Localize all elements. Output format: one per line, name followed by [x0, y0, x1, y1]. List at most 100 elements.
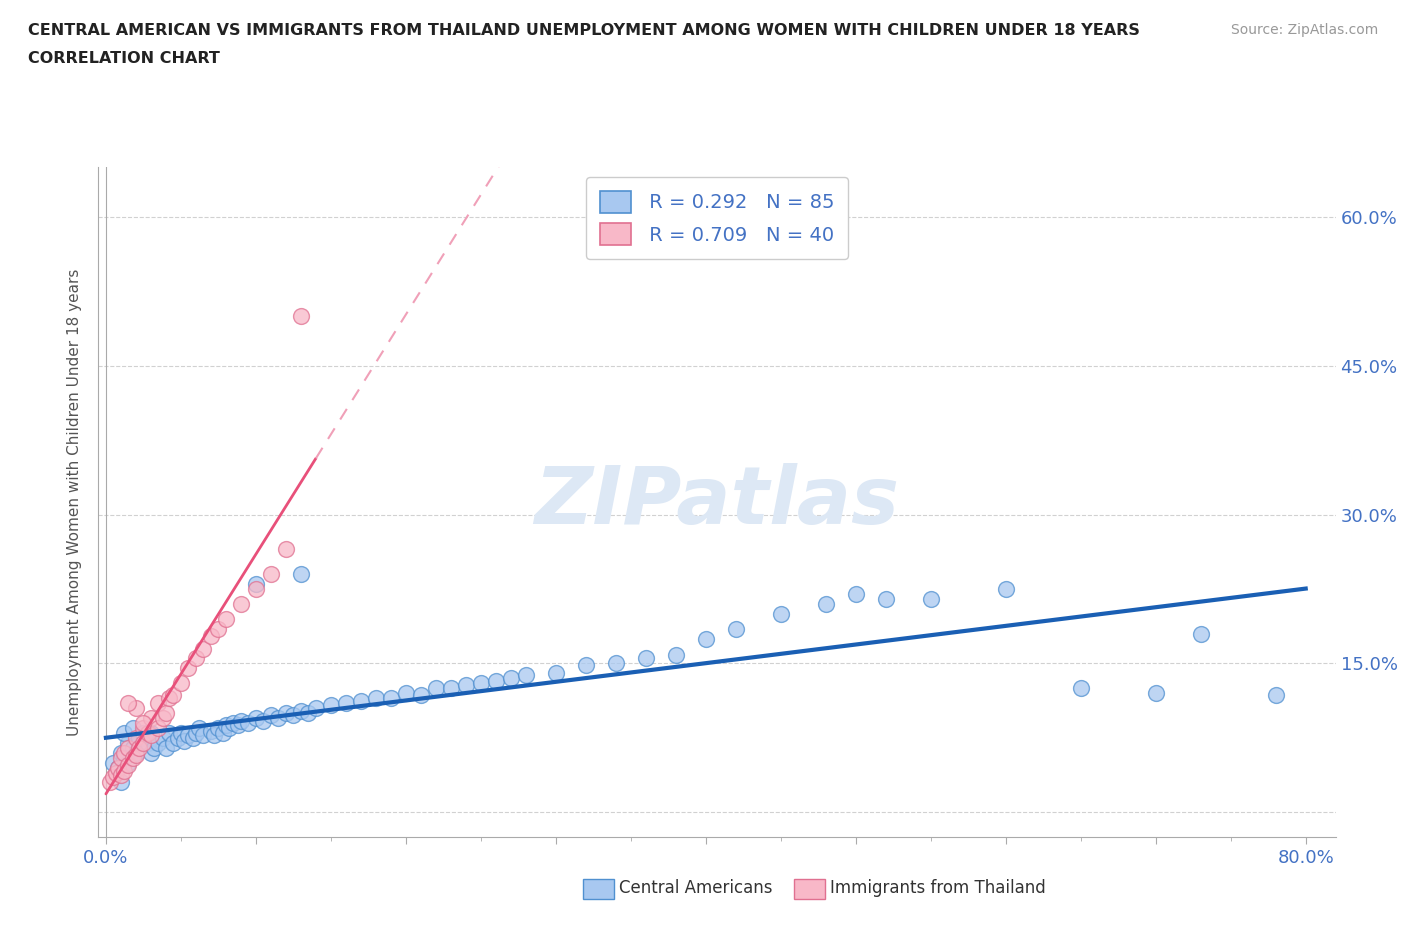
Text: CENTRAL AMERICAN VS IMMIGRANTS FROM THAILAND UNEMPLOYMENT AMONG WOMEN WITH CHILD: CENTRAL AMERICAN VS IMMIGRANTS FROM THAI… — [28, 23, 1140, 38]
Point — [207, 721, 229, 736]
Point — [125, 747, 148, 762]
Point — [187, 721, 209, 736]
Point — [105, 765, 128, 780]
Point — [207, 621, 229, 636]
Legend:  R = 0.292   N = 85,  R = 0.709   N = 40: R = 0.292 N = 85, R = 0.709 N = 40 — [586, 177, 848, 259]
Point — [181, 730, 204, 745]
Point — [132, 730, 155, 745]
Point — [724, 621, 747, 636]
Point — [274, 706, 297, 721]
Point — [212, 725, 235, 740]
Point — [193, 727, 215, 742]
Point — [215, 717, 238, 732]
Point — [117, 740, 139, 755]
Point — [112, 725, 135, 740]
Point — [128, 730, 150, 745]
Text: Immigrants from Thailand: Immigrants from Thailand — [830, 879, 1045, 897]
Point — [226, 717, 249, 732]
Point — [139, 711, 162, 725]
Point — [470, 676, 492, 691]
Point — [193, 641, 215, 656]
Point — [200, 724, 222, 738]
Point — [1264, 687, 1286, 702]
Point — [142, 740, 165, 755]
Point — [229, 596, 252, 611]
Point — [139, 727, 162, 742]
Point — [425, 681, 447, 696]
Point — [177, 661, 200, 676]
Point — [260, 566, 283, 581]
Point — [117, 757, 139, 772]
Point — [128, 736, 150, 751]
Point — [260, 708, 283, 723]
Point — [544, 666, 567, 681]
Point — [634, 651, 657, 666]
Point — [605, 656, 627, 671]
Point — [454, 678, 477, 693]
Point — [162, 687, 184, 702]
Point — [136, 725, 159, 740]
Point — [665, 648, 688, 663]
Text: CORRELATION CHART: CORRELATION CHART — [28, 51, 219, 66]
Point — [177, 727, 200, 742]
Point — [290, 566, 312, 581]
Point — [319, 698, 342, 712]
Point — [110, 767, 132, 782]
Point — [125, 745, 148, 760]
Point — [364, 691, 387, 706]
Point — [297, 706, 319, 721]
Point — [117, 696, 139, 711]
Point — [267, 711, 290, 725]
Point — [110, 745, 132, 760]
Point — [202, 727, 225, 742]
Point — [184, 651, 207, 666]
Point — [125, 700, 148, 715]
Point — [184, 725, 207, 740]
Point — [122, 740, 145, 755]
Point — [139, 745, 162, 760]
Point — [283, 708, 305, 723]
Point — [155, 740, 177, 755]
Point — [170, 676, 193, 691]
Point — [100, 775, 122, 790]
Point — [218, 721, 240, 736]
Point — [170, 725, 193, 740]
Point — [155, 706, 177, 721]
Point — [112, 764, 135, 778]
Point — [132, 721, 155, 736]
Point — [440, 681, 463, 696]
Point — [274, 542, 297, 557]
Point — [575, 658, 598, 672]
Point — [110, 751, 132, 765]
Point — [136, 736, 159, 751]
Point — [122, 751, 145, 765]
Point — [845, 587, 868, 602]
Point — [200, 628, 222, 643]
Point — [157, 725, 180, 740]
Point — [125, 745, 148, 760]
Point — [305, 700, 328, 715]
Point — [152, 711, 174, 725]
Point — [409, 687, 432, 702]
Point — [380, 691, 402, 706]
Point — [117, 736, 139, 751]
Point — [1070, 681, 1092, 696]
Point — [148, 721, 170, 736]
Point — [215, 611, 238, 626]
Point — [162, 736, 184, 751]
Point — [238, 715, 260, 730]
Point — [515, 668, 537, 683]
Point — [290, 309, 312, 324]
Point — [229, 713, 252, 728]
Text: ZIPatlas: ZIPatlas — [534, 463, 900, 541]
Point — [103, 755, 125, 770]
Point — [994, 581, 1017, 596]
Point — [1189, 626, 1212, 641]
Point — [132, 715, 155, 730]
Point — [814, 596, 837, 611]
Point — [485, 674, 508, 689]
Point — [173, 734, 195, 749]
Point — [122, 721, 145, 736]
Text: Central Americans: Central Americans — [619, 879, 772, 897]
Point — [499, 671, 522, 685]
